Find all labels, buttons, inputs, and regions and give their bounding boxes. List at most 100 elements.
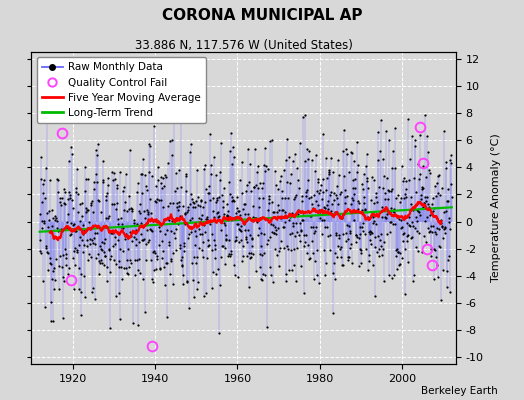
Point	[227, 248, 236, 255]
Point	[402, 186, 410, 192]
Point	[45, 228, 53, 234]
Point	[287, 230, 296, 236]
Point	[149, 218, 157, 224]
Point	[176, 213, 184, 219]
Point	[447, 194, 456, 200]
Point	[69, 204, 78, 211]
Point	[408, 218, 417, 225]
Point	[304, 195, 313, 201]
Point	[79, 249, 88, 255]
Point	[345, 222, 353, 229]
Point	[93, 152, 102, 158]
Point	[250, 215, 258, 222]
Point	[191, 242, 200, 249]
Point	[222, 232, 230, 239]
Point	[256, 243, 265, 249]
Point	[417, 192, 425, 198]
Point	[198, 230, 206, 237]
Point	[134, 266, 142, 273]
Point	[154, 218, 162, 224]
Point	[267, 272, 275, 278]
Point	[279, 214, 288, 220]
Point	[370, 244, 379, 250]
Point	[396, 225, 405, 231]
Point	[340, 231, 348, 238]
Point	[318, 217, 326, 223]
Point	[328, 201, 336, 208]
Point	[323, 202, 332, 208]
Point	[134, 179, 143, 186]
Point	[113, 200, 121, 207]
Point	[300, 232, 308, 238]
Point	[117, 215, 125, 221]
Point	[284, 195, 292, 201]
Point	[117, 224, 126, 230]
Point	[444, 257, 452, 263]
Point	[53, 189, 62, 196]
Point	[230, 198, 238, 204]
Point	[372, 234, 380, 240]
Point	[438, 224, 446, 230]
Point	[274, 186, 282, 192]
Point	[226, 251, 235, 258]
Point	[296, 220, 304, 226]
Point	[415, 176, 423, 182]
Point	[93, 229, 101, 236]
Point	[122, 264, 130, 271]
Point	[186, 149, 194, 155]
Point	[266, 234, 275, 240]
Point	[89, 239, 97, 246]
Point	[387, 188, 396, 194]
Point	[96, 257, 105, 263]
Point	[167, 228, 175, 234]
Point	[303, 250, 311, 256]
Point	[411, 189, 420, 196]
Point	[402, 194, 411, 200]
Point	[305, 212, 314, 219]
Point	[286, 180, 294, 186]
Point	[36, 210, 44, 217]
Point	[422, 173, 430, 180]
Point	[86, 226, 94, 232]
Point	[232, 236, 241, 243]
Point	[276, 178, 284, 184]
Point	[443, 268, 452, 274]
Point	[58, 264, 66, 270]
Point	[375, 208, 384, 215]
Point	[81, 164, 89, 170]
Point	[365, 229, 373, 236]
Point	[428, 201, 436, 208]
Point	[270, 230, 279, 236]
Point	[381, 215, 390, 221]
Point	[346, 228, 354, 234]
Point	[286, 231, 294, 237]
Point	[391, 252, 400, 259]
Point	[354, 198, 362, 204]
Point	[168, 152, 177, 158]
Point	[331, 209, 340, 216]
Point	[113, 182, 122, 188]
Point	[72, 189, 81, 196]
Point	[442, 158, 450, 165]
Point	[224, 253, 233, 260]
Point	[149, 249, 157, 256]
Point	[294, 185, 303, 191]
Point	[235, 226, 243, 232]
Point	[316, 187, 324, 194]
Point	[364, 258, 373, 264]
Point	[352, 169, 361, 175]
Point	[196, 202, 204, 209]
Point	[249, 184, 258, 190]
Point	[132, 242, 140, 248]
Point	[366, 237, 374, 243]
Point	[376, 243, 385, 250]
Point	[311, 228, 319, 234]
Point	[420, 200, 428, 206]
Point	[263, 324, 271, 330]
Point	[141, 240, 150, 247]
Point	[36, 248, 45, 255]
Point	[424, 229, 433, 235]
Point	[48, 223, 57, 230]
Point	[82, 208, 90, 215]
Point	[68, 226, 76, 232]
